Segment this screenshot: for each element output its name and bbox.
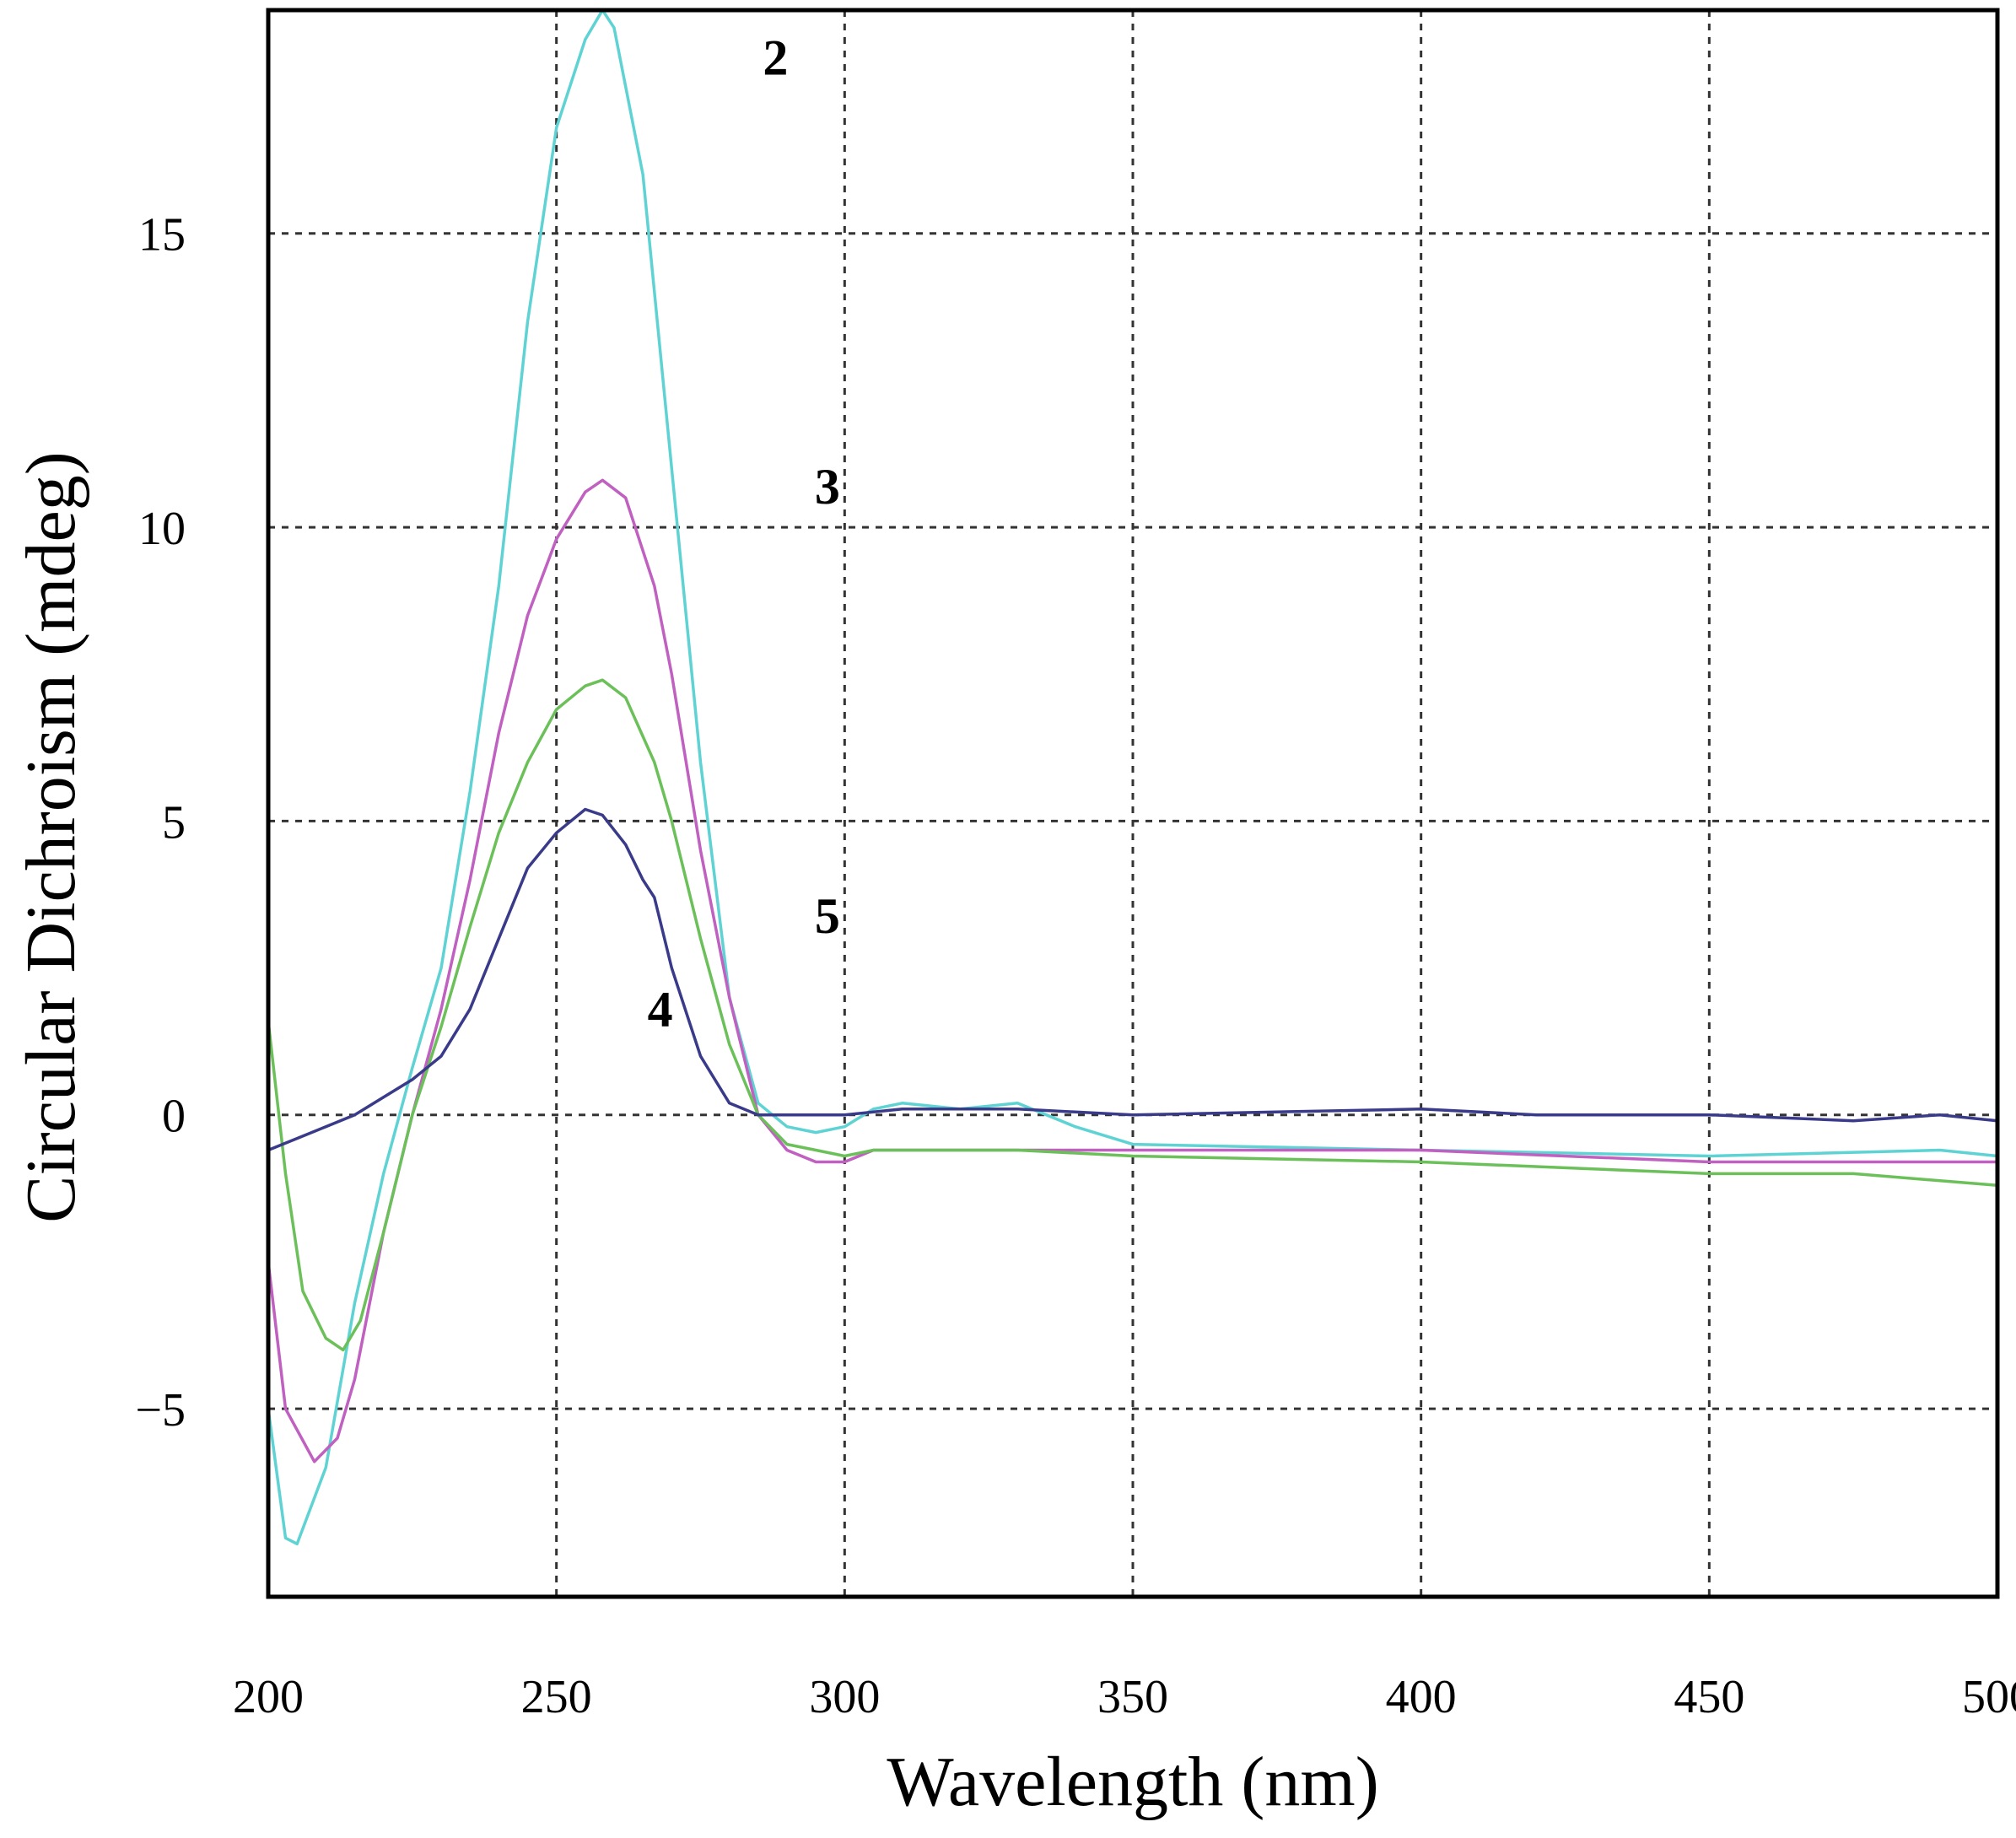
series-line-1 (267, 8, 1999, 1546)
y-tick-label: 15 (138, 209, 186, 261)
y-tick-label: 10 (138, 503, 186, 555)
curve-label-5: 5 (815, 888, 840, 944)
plot-frame (266, 8, 2000, 1599)
curve-label-2: 2 (763, 30, 788, 86)
series-line-3 (267, 678, 1999, 1352)
x-tick-label: 450 (1674, 1671, 1744, 1723)
y-tick-label: −5 (135, 1384, 186, 1436)
curve-label-3: 3 (815, 459, 840, 515)
x-tick-label: 250 (521, 1671, 592, 1723)
x-tick-label: 300 (809, 1671, 880, 1723)
series-line-4 (267, 807, 1999, 1152)
x-tick-label: 400 (1386, 1671, 1457, 1723)
x-axis-ticks: 200 250 300 350 400 450 500 (233, 1671, 2016, 1723)
curve-labels: 2 3 5 4 (648, 30, 840, 1038)
y-tick-label: 5 (162, 796, 186, 849)
x-axis-title: Wavelength (nm) (887, 1743, 1378, 1821)
x-tick-label: 500 (1962, 1671, 2016, 1723)
curve-label-4: 4 (648, 982, 673, 1038)
x-tick-label: 350 (1097, 1671, 1168, 1723)
y-axis-title: Circular Dichroism (mdeg) (12, 451, 90, 1222)
x-tick-label: 200 (233, 1671, 304, 1723)
y-axis-ticks: −5 0 5 10 15 (135, 209, 186, 1436)
y-tick-label: 0 (162, 1091, 186, 1143)
series-layer (267, 8, 1999, 1546)
grid-layer (268, 10, 1997, 1597)
